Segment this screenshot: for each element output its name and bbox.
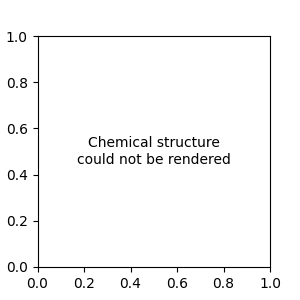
Text: Chemical structure
could not be rendered: Chemical structure could not be rendered [77, 136, 231, 166]
